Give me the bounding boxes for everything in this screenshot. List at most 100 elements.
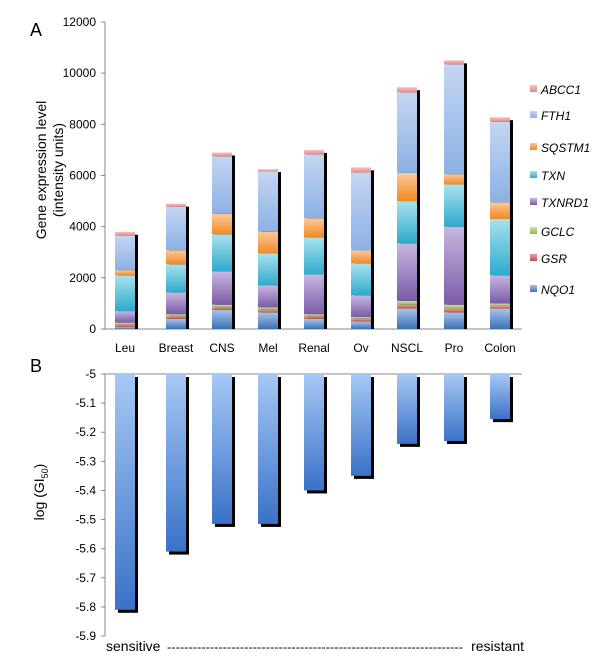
category-label-nscl: NSCL bbox=[391, 341, 423, 355]
legend-swatch-txnrd1 bbox=[530, 198, 537, 205]
category-label-leu: Leu bbox=[115, 341, 135, 355]
bar-segment-mel-txn bbox=[258, 253, 278, 286]
legend-label-gsr: GSR bbox=[541, 252, 567, 266]
chart-b-ytick-label: -5 bbox=[85, 367, 96, 381]
gi50-bar-nscl bbox=[397, 374, 417, 444]
bar-segment-cns-txn bbox=[212, 234, 232, 272]
chart-b-ylabel-suffix: ) bbox=[31, 464, 47, 469]
bar-segment-ov-nqo1 bbox=[351, 321, 371, 329]
bar-segment-breast-gsr bbox=[166, 316, 186, 319]
bar-segment-mel-gclc bbox=[258, 307, 278, 310]
gi50-bar-renal bbox=[304, 374, 324, 491]
category-label-cns: CNS bbox=[209, 341, 234, 355]
legend-swatch-gclc bbox=[530, 227, 537, 234]
chart-a-ytick-label: 10000 bbox=[63, 66, 97, 80]
bar-segment-pro-nqo1 bbox=[444, 312, 464, 329]
bar-segment-renal-sqstm1 bbox=[304, 218, 324, 238]
gi50-bar-mel bbox=[258, 374, 278, 524]
bar-segment-pro-fth1 bbox=[444, 64, 464, 175]
category-label-ov: Ov bbox=[353, 341, 368, 355]
bar-segment-colon-gsr bbox=[490, 305, 510, 309]
bar-segment-breast-fth1 bbox=[166, 206, 186, 251]
bar-segment-nscl-abcc1 bbox=[397, 87, 417, 93]
chart-a-ytick-label: 2000 bbox=[69, 271, 96, 285]
bar-segment-nscl-gsr bbox=[397, 304, 417, 309]
bar-segment-mel-sqstm1 bbox=[258, 231, 278, 254]
chart-b-ytick-label: -5.6 bbox=[75, 542, 96, 556]
gi50-bar-colon bbox=[490, 374, 510, 420]
bar-segment-breast-gclc bbox=[166, 314, 186, 317]
bar-segment-pro-txn bbox=[444, 184, 464, 227]
bar-segment-ov-abcc1 bbox=[351, 167, 371, 173]
chart-b-ylabel-sub: 50 bbox=[40, 468, 50, 478]
gi50-bar-ov bbox=[351, 374, 371, 476]
gi50-bar-chart: -5 -5.1 -5.2 -5.3 -5.4 -5.5 -5.6 -5.7 -5.8 -5.9 bbox=[75, 367, 522, 643]
bar-segment-pro-gsr bbox=[444, 308, 464, 313]
bar-segment-mel-txnrd1 bbox=[258, 285, 278, 308]
bar-segment-leu-gclc bbox=[115, 322, 135, 325]
category-label-colon: Colon bbox=[484, 341, 515, 355]
legend-label-txn: TXN bbox=[541, 169, 565, 183]
bar-segment-leu-sqstm1 bbox=[115, 270, 135, 276]
bar-segment-renal-abcc1 bbox=[304, 149, 324, 155]
chart-b-ytick-label: -5.2 bbox=[75, 425, 96, 439]
bar-segment-pro-sqstm1 bbox=[444, 174, 464, 185]
bar-segment-cns-txnrd1 bbox=[212, 271, 232, 305]
bar-segment-leu-gsr bbox=[115, 324, 135, 327]
chart-b-ytick-label: -5.7 bbox=[75, 571, 96, 585]
bar-segment-breast-txn bbox=[166, 264, 186, 293]
category-label-breast: Breast bbox=[159, 341, 194, 355]
stacked-bar-chart: 0 2000 4000 6000 8000 10000 12000 Leu Breast CNS M… bbox=[63, 15, 591, 355]
bar-segment-cns-nqo1 bbox=[212, 309, 232, 329]
bar-segment-breast-nqo1 bbox=[166, 318, 186, 329]
bar-segment-cns-sqstm1 bbox=[212, 213, 232, 235]
chart-a-ytick-label: 4000 bbox=[69, 220, 96, 234]
chart-a-ylabel: Gene expression level (intensity units) bbox=[33, 101, 66, 240]
bar-segment-renal-txn bbox=[304, 237, 324, 275]
bar-segment-cns-abcc1 bbox=[212, 152, 232, 157]
chart-b-ylabel-prefix: log (GI bbox=[31, 478, 47, 520]
bar-segment-pro-abcc1 bbox=[444, 60, 464, 65]
legend-label-abcc1: ABCC1 bbox=[540, 83, 581, 97]
bar-segment-mel-fth1 bbox=[258, 171, 278, 232]
category-label-mel: Mel bbox=[258, 341, 277, 355]
bar-segment-breast-sqstm1 bbox=[166, 250, 186, 265]
chart-a-ytick-label: 12000 bbox=[63, 15, 97, 29]
bar-segment-leu-txnrd1 bbox=[115, 311, 135, 323]
bar-segment-renal-gsr bbox=[304, 316, 324, 319]
bar-segment-nscl-fth1 bbox=[397, 92, 417, 173]
bar-segment-leu-fth1 bbox=[115, 235, 135, 271]
bar-segment-colon-fth1 bbox=[490, 121, 510, 203]
legend-label-gclc: GCLC bbox=[541, 225, 575, 239]
chart-b-ytick-label: -5.5 bbox=[75, 513, 96, 527]
bar-segment-mel-abcc1 bbox=[258, 169, 278, 172]
category-label-renal: Renal bbox=[298, 341, 329, 355]
bar-segment-pro-txnrd1 bbox=[444, 226, 464, 305]
legend-swatch-txn bbox=[530, 171, 537, 178]
chart-b-ytick-label: -5.8 bbox=[75, 600, 96, 614]
bar-segment-colon-nqo1 bbox=[490, 308, 510, 329]
bar-segment-ov-gclc bbox=[351, 316, 371, 319]
chart-a-ylabel-line1: Gene expression level bbox=[33, 101, 49, 240]
panel-a-label: A bbox=[30, 20, 42, 40]
bar-segment-colon-txn bbox=[490, 218, 510, 276]
bar-segment-ov-fth1 bbox=[351, 172, 371, 251]
bar-segment-renal-gclc bbox=[304, 314, 324, 317]
bar-segment-renal-txnrd1 bbox=[304, 274, 324, 315]
legend-swatch-gsr bbox=[530, 254, 537, 261]
bar-segment-nscl-txn bbox=[397, 201, 417, 244]
bar-segment-ov-gsr bbox=[351, 318, 371, 322]
bar-segment-pro-gclc bbox=[444, 304, 464, 309]
sensitivity-dashes: ----------------------------------------… bbox=[167, 640, 463, 654]
bar-segment-breast-txnrd1 bbox=[166, 292, 186, 315]
bar-segment-colon-txnrd1 bbox=[490, 275, 510, 304]
bar-segment-mel-nqo1 bbox=[258, 312, 278, 329]
bar-segment-colon-abcc1 bbox=[490, 117, 510, 122]
legend-swatch-nqo1 bbox=[530, 285, 537, 292]
bar-segment-cns-fth1 bbox=[212, 156, 232, 214]
legend-swatch-fth1 bbox=[530, 111, 537, 118]
bar-segment-ov-txn bbox=[351, 263, 371, 296]
bar-segment-cns-gclc bbox=[212, 304, 232, 308]
chart-a-ytick-label: 6000 bbox=[69, 169, 96, 183]
bar-segment-nscl-gclc bbox=[397, 300, 417, 305]
